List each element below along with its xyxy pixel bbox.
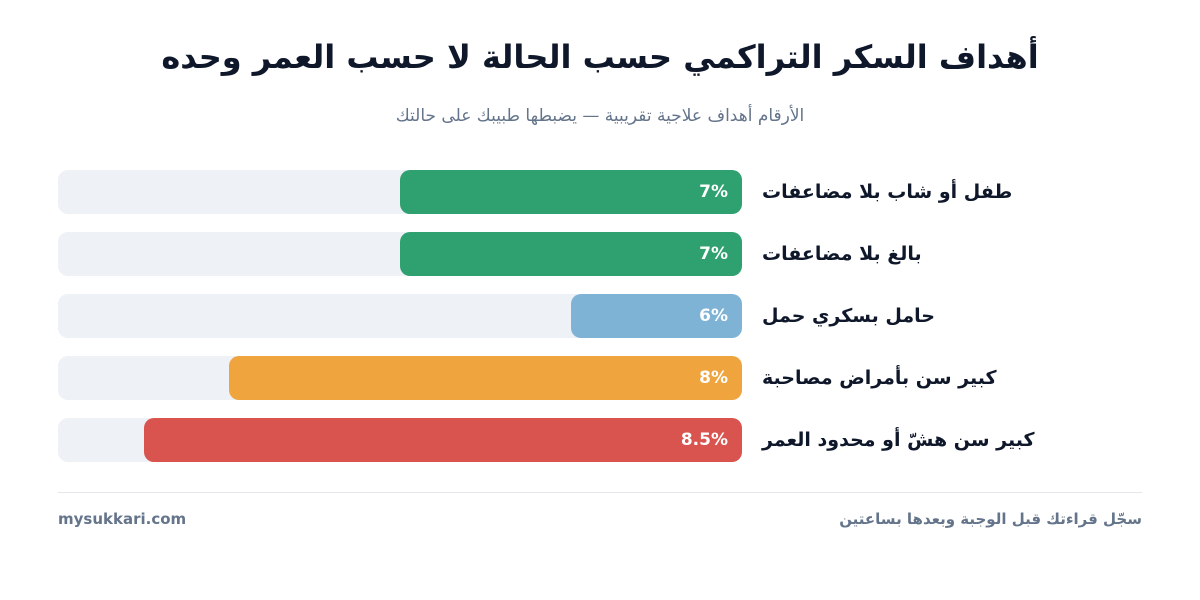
bar <box>143 418 742 462</box>
bar-value-label: 8.5% <box>680 430 728 450</box>
category-label: حامل بسكري حمل <box>762 305 935 327</box>
category-label-cell: كبير سن هشّ أو محدود العمر <box>762 418 1162 462</box>
chart-subtitle: الأرقام أهداف علاجية تقريبية — يضبطها طب… <box>395 106 805 126</box>
bar <box>229 356 742 400</box>
category-label-cell: طفل أو شاب بلا مضاعفات <box>762 170 1162 214</box>
bar <box>400 232 742 276</box>
bar-value-label: 6% <box>699 306 728 326</box>
bar-row: 7% طفل أو شاب بلا مضاعفات <box>0 170 1200 214</box>
bar-row: 6% حامل بسكري حمل <box>0 294 1200 338</box>
category-label: بالغ بلا مضاعفات <box>762 243 922 265</box>
category-label-cell: كبير سن بأمراض مصاحبة <box>762 356 1162 400</box>
category-label-cell: حامل بسكري حمل <box>762 294 1162 338</box>
category-label-cell: بالغ بلا مضاعفات <box>762 232 1162 276</box>
category-label: كبير سن هشّ أو محدود العمر <box>762 429 1035 451</box>
bar-value-label: 8% <box>699 368 728 388</box>
category-label: كبير سن بأمراض مصاحبة <box>762 367 997 389</box>
bar-row: 8.5% كبير سن هشّ أو محدود العمر <box>0 418 1200 462</box>
bar <box>571 294 742 338</box>
bar-value-label: 7% <box>699 244 728 264</box>
category-label: طفل أو شاب بلا مضاعفات <box>762 181 1013 203</box>
chart-title: أهداف السكر التراكمي حسب الحالة لا حسب ا… <box>161 38 1039 76</box>
footer-note: سجّل قراءتك قبل الوجبة وبعدها بساعتين <box>839 510 1142 528</box>
bar-value-label: 7% <box>699 182 728 202</box>
footer-divider <box>58 492 1142 493</box>
site-name: mysukkari.com <box>58 510 187 528</box>
bar-row: 7% بالغ بلا مضاعفات <box>0 232 1200 276</box>
bar <box>400 170 742 214</box>
bar-row: 8% كبير سن بأمراض مصاحبة <box>0 356 1200 400</box>
